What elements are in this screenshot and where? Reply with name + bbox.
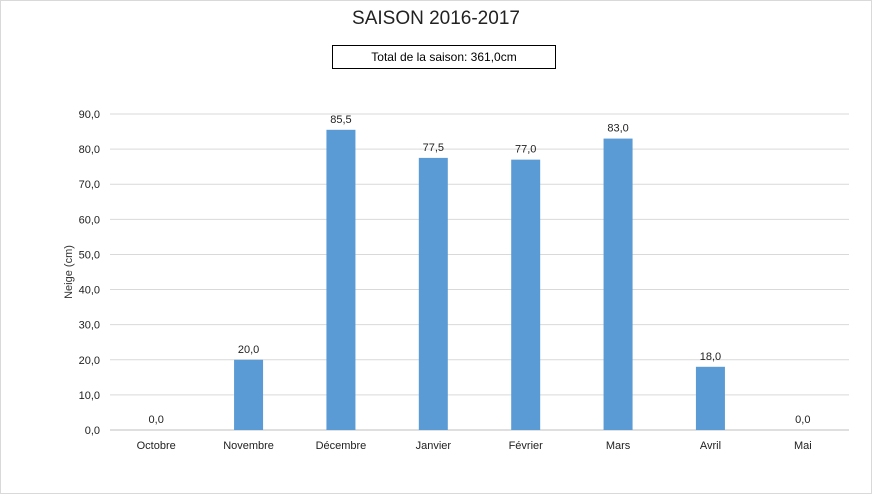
- y-tick-label: 50,0: [79, 249, 100, 261]
- x-tick-label: Octobre: [137, 440, 176, 452]
- bars: [234, 129, 725, 431]
- data-label: 85,5: [330, 114, 351, 126]
- y-tick-label: 90,0: [79, 109, 100, 121]
- x-tick-label: Décembre: [316, 440, 367, 452]
- data-label: 83,0: [607, 123, 628, 135]
- x-tick-label: Février: [509, 440, 544, 452]
- chart-title: SAISON 2016-2017: [352, 8, 520, 29]
- data-label: 0,0: [795, 414, 810, 426]
- y-axis-ticks: 0,0 10,0 20,0 30,0 40,0 50,0 60,0 70,0 80,0 90,0: [79, 109, 100, 437]
- y-axis-label: Neige (cm): [63, 245, 75, 299]
- bar: [418, 157, 448, 430]
- season-total-box: Total de la saison: 361,0cm: [332, 45, 556, 69]
- bar: [603, 138, 633, 431]
- y-tick-label: 40,0: [79, 285, 100, 297]
- bar: [326, 129, 356, 431]
- x-tick-label: Novembre: [223, 440, 274, 452]
- x-tick-label: Janvier: [416, 440, 452, 452]
- y-tick-label: 20,0: [79, 355, 100, 367]
- y-tick-label: 60,0: [79, 214, 100, 226]
- data-label: 20,0: [238, 344, 259, 356]
- y-tick-label: 80,0: [79, 144, 100, 156]
- y-tick-label: 30,0: [79, 320, 100, 332]
- y-tick-label: 0,0: [85, 425, 100, 437]
- bar: [511, 159, 541, 430]
- data-label: 77,0: [515, 144, 536, 156]
- y-tick-label: 10,0: [79, 390, 100, 402]
- x-tick-label: Mai: [794, 440, 812, 452]
- x-axis-ticks: Octobre Novembre Décembre Janvier Février Mar…: [137, 440, 812, 452]
- data-label: 0,0: [149, 414, 164, 426]
- y-tick-label: 70,0: [79, 179, 100, 191]
- x-tick-label: Mars: [606, 440, 631, 452]
- data-labels: 0,0 20,0 85,5 77,5 77,0 83,0 18,0 0,0: [149, 114, 811, 426]
- x-tick-label: Avril: [700, 440, 721, 452]
- data-label: 77,5: [423, 142, 444, 154]
- data-label: 18,0: [700, 351, 721, 363]
- bar: [234, 359, 264, 430]
- gridlines: [110, 113, 849, 431]
- bar: [695, 366, 725, 430]
